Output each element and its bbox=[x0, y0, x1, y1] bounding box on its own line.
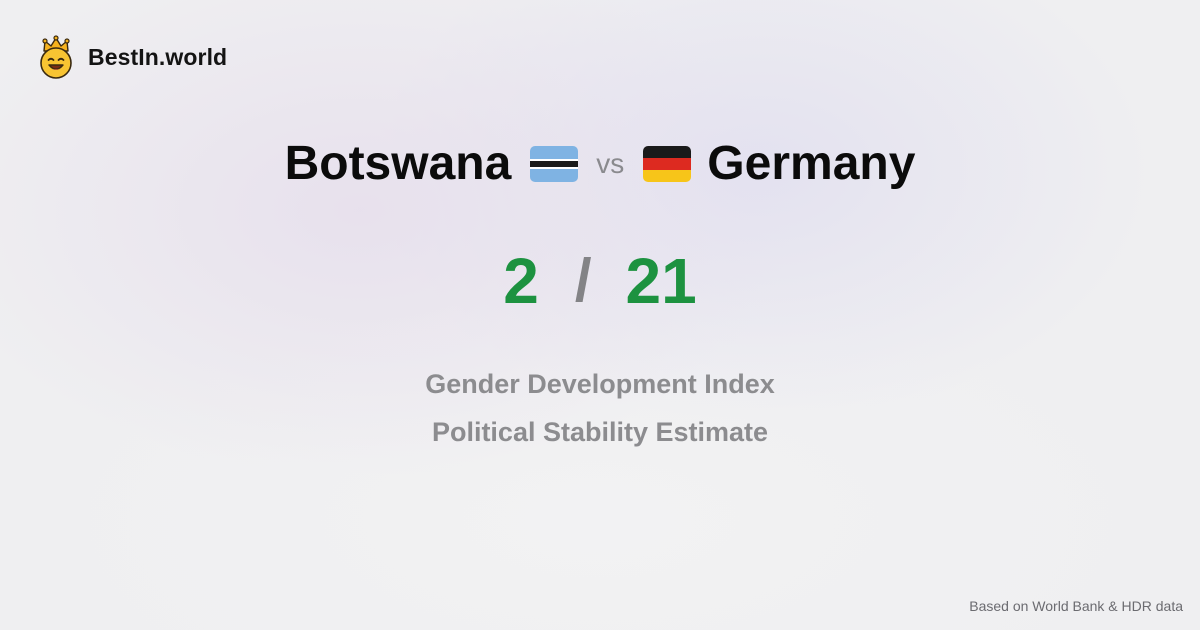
data-source-note: Based on World Bank & HDR data bbox=[969, 598, 1183, 614]
comparison-title: Botswana vs Germany bbox=[0, 132, 1200, 196]
germany-flag-icon bbox=[643, 146, 692, 182]
vs-label: vs bbox=[596, 148, 625, 179]
left-score: 2 bbox=[503, 245, 539, 317]
left-country-name: Botswana bbox=[284, 137, 512, 190]
metrics-list: Gender Development Index Political Stabi… bbox=[0, 362, 1200, 458]
brand-name: BestIn.world bbox=[88, 43, 228, 70]
brand[interactable]: BestIn.world bbox=[38, 35, 227, 79]
botswana-flag-icon bbox=[530, 146, 579, 182]
right-score: 21 bbox=[625, 245, 697, 317]
score-separator: / bbox=[574, 247, 592, 314]
metric-political-stability-estimate: Political Stability Estimate bbox=[431, 417, 769, 447]
crowned-smiley-icon bbox=[40, 35, 72, 79]
right-country-name: Germany bbox=[707, 137, 916, 190]
score: 2 / 21 bbox=[0, 245, 1200, 317]
metric-gender-development-index: Gender Development Index bbox=[425, 369, 775, 399]
